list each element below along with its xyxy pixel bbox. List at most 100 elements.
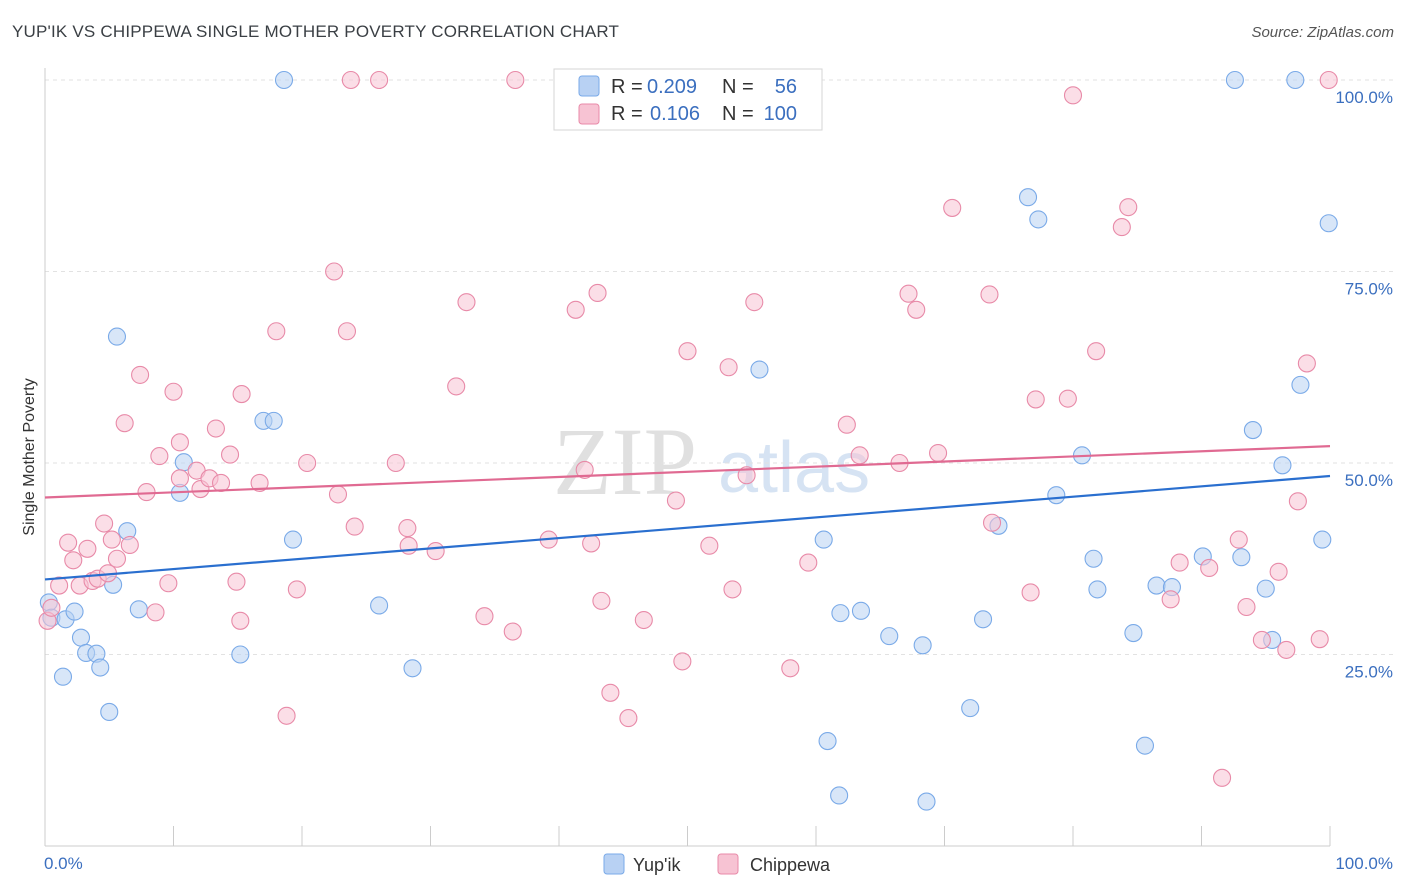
data-point xyxy=(601,683,620,702)
axis-ticks xyxy=(173,826,1331,846)
legend-r-label-2: R = xyxy=(611,103,643,125)
x-tick-label-min: 0.0% xyxy=(44,854,83,873)
data-point xyxy=(370,70,389,90)
data-point xyxy=(264,411,283,430)
legend-swatch-yupik xyxy=(578,75,600,97)
data-point xyxy=(973,610,993,629)
data-point xyxy=(1243,421,1262,440)
data-point xyxy=(64,551,83,570)
data-point xyxy=(164,382,183,401)
data-point xyxy=(150,447,169,466)
data-point xyxy=(1286,70,1305,90)
data-point xyxy=(475,607,494,626)
data-point xyxy=(274,70,294,90)
data-point xyxy=(231,645,250,664)
data-point xyxy=(566,300,585,319)
data-point xyxy=(907,300,926,319)
data-point xyxy=(170,433,189,452)
series-chippewa-points xyxy=(38,70,1338,787)
data-point xyxy=(131,365,150,384)
data-point xyxy=(1087,342,1106,361)
data-point xyxy=(277,706,296,725)
data-point xyxy=(1237,597,1256,617)
data-point xyxy=(345,517,364,536)
data-point xyxy=(232,385,251,404)
data-point xyxy=(287,580,306,599)
data-point xyxy=(170,469,189,488)
watermark: ZIP atlas xyxy=(553,408,870,515)
y-axis-label: Single Mother Poverty xyxy=(21,378,38,535)
data-point xyxy=(830,786,849,805)
legend-swatch-chippewa xyxy=(578,103,600,125)
y-tick-label: 100.0% xyxy=(1335,88,1393,107)
gridlines xyxy=(45,79,1394,655)
data-point xyxy=(59,533,78,552)
data-point xyxy=(447,377,466,396)
y-tick-label: 50.0% xyxy=(1345,471,1393,490)
data-point xyxy=(250,473,269,492)
data-point xyxy=(1026,390,1045,409)
legend-n-value-2: 100 xyxy=(764,103,797,125)
data-point xyxy=(1147,576,1166,595)
data-point xyxy=(1273,456,1292,475)
data-point xyxy=(619,709,638,728)
data-point xyxy=(1170,553,1189,572)
data-point xyxy=(1058,389,1077,408)
data-point xyxy=(42,598,61,617)
data-point xyxy=(1252,630,1271,649)
data-point xyxy=(107,327,127,346)
data-point xyxy=(850,446,869,465)
data-point xyxy=(231,611,250,630)
data-point xyxy=(1256,579,1275,598)
data-point xyxy=(582,534,601,553)
data-point xyxy=(880,627,899,646)
data-point xyxy=(1319,70,1338,90)
data-point xyxy=(851,601,871,620)
data-point xyxy=(1112,218,1131,237)
series-legend: Yup'ik Chippewa xyxy=(603,853,831,875)
data-point xyxy=(1319,214,1338,233)
data-point xyxy=(1232,548,1251,567)
trend-line-chippewa xyxy=(44,445,1331,499)
data-point xyxy=(283,530,303,549)
data-point xyxy=(1161,590,1180,609)
data-point xyxy=(592,591,611,610)
data-point xyxy=(503,622,522,641)
data-point xyxy=(818,732,837,751)
data-point xyxy=(53,667,73,686)
data-point xyxy=(78,539,97,558)
data-point xyxy=(107,549,127,568)
legend-n-label-1: N = xyxy=(722,76,754,98)
series-legend-swatch-yupik xyxy=(603,853,625,875)
data-point xyxy=(1124,624,1143,643)
y-tick-labels: 25.0% 50.0% 75.0% 100.0% xyxy=(1335,88,1393,682)
data-point xyxy=(328,485,348,504)
series-legend-label-yupik: Yup'ik xyxy=(633,855,681,875)
data-point xyxy=(337,322,357,341)
data-point xyxy=(129,600,148,619)
data-point xyxy=(745,293,764,312)
data-point xyxy=(1029,210,1048,229)
data-point xyxy=(899,284,918,303)
data-point xyxy=(1119,198,1138,217)
series-legend-label-chippewa: Chippewa xyxy=(750,855,831,875)
data-point xyxy=(71,628,91,647)
data-point xyxy=(457,293,476,312)
data-point xyxy=(206,419,225,438)
data-point xyxy=(102,530,121,549)
source-credit: Source: ZipAtlas.com xyxy=(1251,24,1394,41)
data-point xyxy=(1277,640,1296,659)
data-point xyxy=(227,572,246,591)
data-point xyxy=(506,70,525,90)
data-point xyxy=(1018,188,1038,207)
legend-r-label-1: R = xyxy=(611,76,643,98)
data-point xyxy=(837,415,856,434)
data-point xyxy=(115,414,134,433)
stats-legend: R = 0.209 N = 56 R = 0.106 N = 100 xyxy=(553,68,823,131)
y-tick-label: 75.0% xyxy=(1345,280,1393,299)
data-point xyxy=(678,342,697,361)
data-point xyxy=(267,322,286,341)
legend-n-label-2: N = xyxy=(722,103,754,125)
data-point xyxy=(1225,70,1244,90)
